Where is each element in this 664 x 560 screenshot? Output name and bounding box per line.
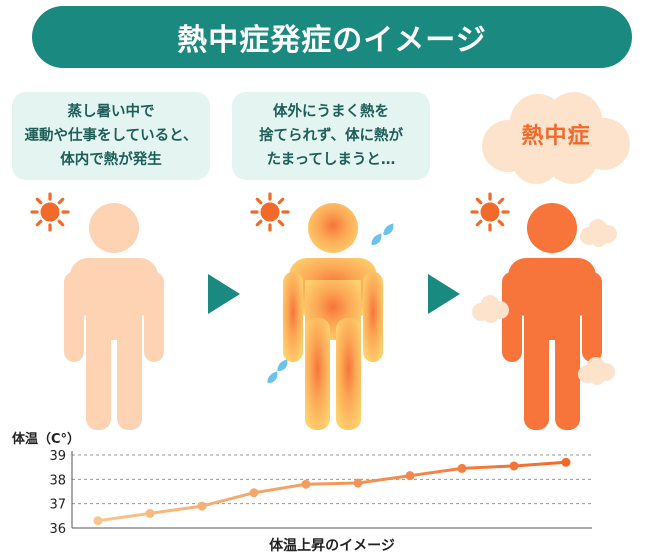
person-stage2: [283, 203, 383, 430]
temperature-series-line: [97, 460, 567, 523]
sun-icon: [30, 192, 70, 232]
data-point: [197, 501, 207, 511]
sweat-drop-icon: [371, 223, 394, 245]
arrow-right-icon: [428, 274, 460, 314]
y-tick-label: 38: [49, 473, 66, 488]
stage1-line: 蒸し暑い中で: [67, 104, 155, 120]
steam-icon: [580, 219, 617, 247]
stage1-line: 体内で熱が発生: [60, 152, 162, 168]
data-point: [457, 463, 467, 473]
scene-illustration: [30, 192, 617, 430]
arrow-right-icon: [208, 274, 240, 314]
sweat-drop-icon: [267, 359, 288, 383]
data-point: [509, 461, 519, 471]
temperature-line-chart: 36 37 38 39: [49, 449, 592, 536]
data-point: [145, 508, 155, 518]
heatstroke-cloud: 熱中症: [476, 88, 636, 188]
chart-x-axis-label: 体温上昇のイメージ: [269, 538, 395, 554]
data-point: [249, 488, 259, 498]
data-point: [301, 479, 311, 489]
data-point: [93, 516, 103, 526]
y-tick-label: 39: [49, 449, 66, 464]
stage1-line: 運動や仕事をしていると、: [24, 128, 198, 144]
chart-y-axis-label: 体温（C°）: [12, 432, 81, 447]
sun-icon: [250, 192, 290, 232]
title-banner: 熱中症発症のイメージ: [32, 6, 632, 68]
data-point: [405, 471, 415, 481]
sun-icon: [470, 192, 510, 232]
steam-icon: [578, 357, 615, 385]
stage1-bubble: 蒸し暑い中で 運動や仕事をしていると、 体内で熱が発生: [12, 92, 210, 180]
y-tick-label: 37: [49, 498, 66, 513]
person-stage1: [64, 203, 164, 430]
data-point: [561, 457, 571, 467]
stage2-line: 捨てられず、体に熱が: [259, 128, 403, 144]
page-title: 熱中症発症のイメージ: [177, 23, 487, 58]
heatstroke-label: 熱中症: [521, 124, 591, 149]
stage2-line: たまってしまうと…: [266, 152, 396, 168]
stage2-line: 体外にうまく熱を: [273, 104, 389, 120]
stage2-bubble: 体外にうまく熱を 捨てられず、体に熱が たまってしまうと…: [232, 92, 430, 180]
data-point: [353, 478, 363, 488]
y-tick-label: 36: [49, 522, 66, 536]
